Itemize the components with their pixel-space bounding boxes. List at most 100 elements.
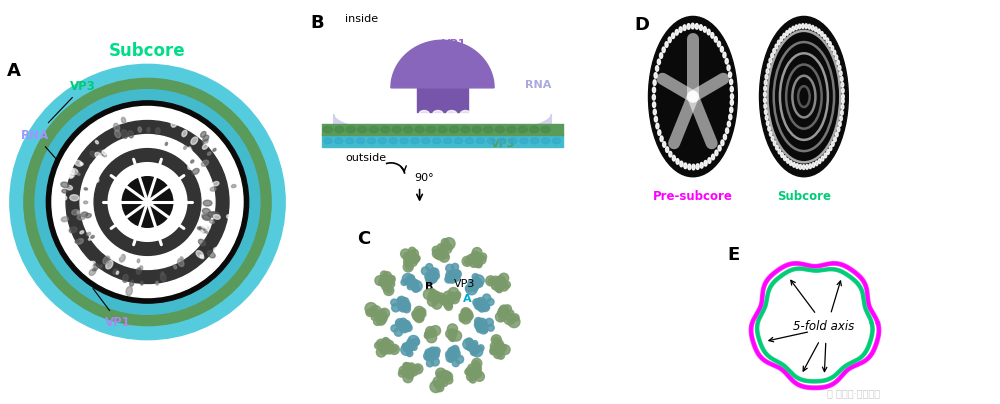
Ellipse shape <box>171 119 177 127</box>
Ellipse shape <box>201 160 209 166</box>
Circle shape <box>676 159 679 164</box>
Circle shape <box>475 372 484 381</box>
Circle shape <box>475 299 483 307</box>
Ellipse shape <box>84 188 88 190</box>
Ellipse shape <box>213 215 220 219</box>
Circle shape <box>487 324 494 331</box>
Circle shape <box>476 261 482 268</box>
Circle shape <box>427 275 434 282</box>
Ellipse shape <box>209 220 214 223</box>
Circle shape <box>826 38 829 43</box>
Circle shape <box>425 349 432 356</box>
Circle shape <box>413 364 423 374</box>
Circle shape <box>432 249 442 258</box>
Circle shape <box>394 328 402 336</box>
Text: Subcore: Subcore <box>777 190 831 203</box>
Ellipse shape <box>192 168 199 175</box>
Circle shape <box>462 256 472 266</box>
Circle shape <box>789 161 792 166</box>
Circle shape <box>506 313 514 322</box>
Circle shape <box>764 86 766 91</box>
Circle shape <box>94 149 201 255</box>
Circle shape <box>842 99 844 103</box>
Circle shape <box>653 109 656 115</box>
Circle shape <box>812 162 815 167</box>
Circle shape <box>432 246 440 254</box>
Circle shape <box>771 53 773 58</box>
Ellipse shape <box>476 138 484 144</box>
Circle shape <box>485 318 493 326</box>
Circle shape <box>391 346 397 352</box>
Circle shape <box>438 296 444 302</box>
Text: VP3: VP3 <box>48 80 96 123</box>
Circle shape <box>802 24 804 28</box>
Ellipse shape <box>529 110 539 118</box>
Ellipse shape <box>542 138 550 144</box>
Text: C: C <box>357 230 371 248</box>
Text: outside: outside <box>345 154 386 163</box>
Circle shape <box>455 270 460 275</box>
Ellipse shape <box>211 212 219 218</box>
Circle shape <box>472 248 482 257</box>
Circle shape <box>688 164 691 170</box>
Circle shape <box>477 255 486 264</box>
Ellipse shape <box>60 196 67 200</box>
Ellipse shape <box>198 239 206 246</box>
Ellipse shape <box>214 248 222 255</box>
Circle shape <box>441 239 449 246</box>
Ellipse shape <box>484 126 493 133</box>
Circle shape <box>494 280 500 286</box>
Ellipse shape <box>95 141 98 144</box>
Ellipse shape <box>69 227 77 233</box>
Circle shape <box>430 292 439 301</box>
Circle shape <box>442 252 448 259</box>
Circle shape <box>491 335 501 345</box>
Circle shape <box>815 161 818 166</box>
Circle shape <box>799 164 802 169</box>
Circle shape <box>470 343 478 352</box>
Ellipse shape <box>358 126 367 133</box>
Ellipse shape <box>495 126 504 133</box>
Circle shape <box>829 146 832 151</box>
Circle shape <box>789 28 791 33</box>
Circle shape <box>730 100 733 105</box>
Circle shape <box>481 303 490 311</box>
Text: A: A <box>463 294 472 304</box>
Ellipse shape <box>487 138 495 144</box>
Circle shape <box>474 319 485 330</box>
Circle shape <box>382 282 390 290</box>
Circle shape <box>727 121 730 127</box>
Ellipse shape <box>90 151 96 157</box>
Circle shape <box>497 352 504 359</box>
Circle shape <box>468 364 475 371</box>
Circle shape <box>725 59 728 64</box>
Circle shape <box>397 296 406 305</box>
Circle shape <box>380 345 389 354</box>
Ellipse shape <box>70 168 78 175</box>
Text: 90°: 90° <box>414 173 433 183</box>
Ellipse shape <box>182 130 187 137</box>
Ellipse shape <box>89 268 96 276</box>
Circle shape <box>764 92 766 97</box>
Circle shape <box>692 164 695 170</box>
Ellipse shape <box>206 195 211 198</box>
Circle shape <box>431 358 439 366</box>
Ellipse shape <box>134 142 138 147</box>
Circle shape <box>403 363 412 372</box>
Circle shape <box>465 369 471 375</box>
Circle shape <box>829 42 831 46</box>
Circle shape <box>379 278 388 287</box>
Ellipse shape <box>378 138 386 144</box>
Ellipse shape <box>369 126 378 133</box>
Circle shape <box>834 137 836 142</box>
Circle shape <box>443 372 453 381</box>
Circle shape <box>387 341 394 347</box>
Circle shape <box>442 297 447 303</box>
Circle shape <box>427 347 438 358</box>
Circle shape <box>426 278 434 285</box>
Circle shape <box>421 312 426 317</box>
Circle shape <box>446 354 455 362</box>
Circle shape <box>475 300 485 309</box>
Circle shape <box>484 304 489 309</box>
Circle shape <box>401 249 410 259</box>
